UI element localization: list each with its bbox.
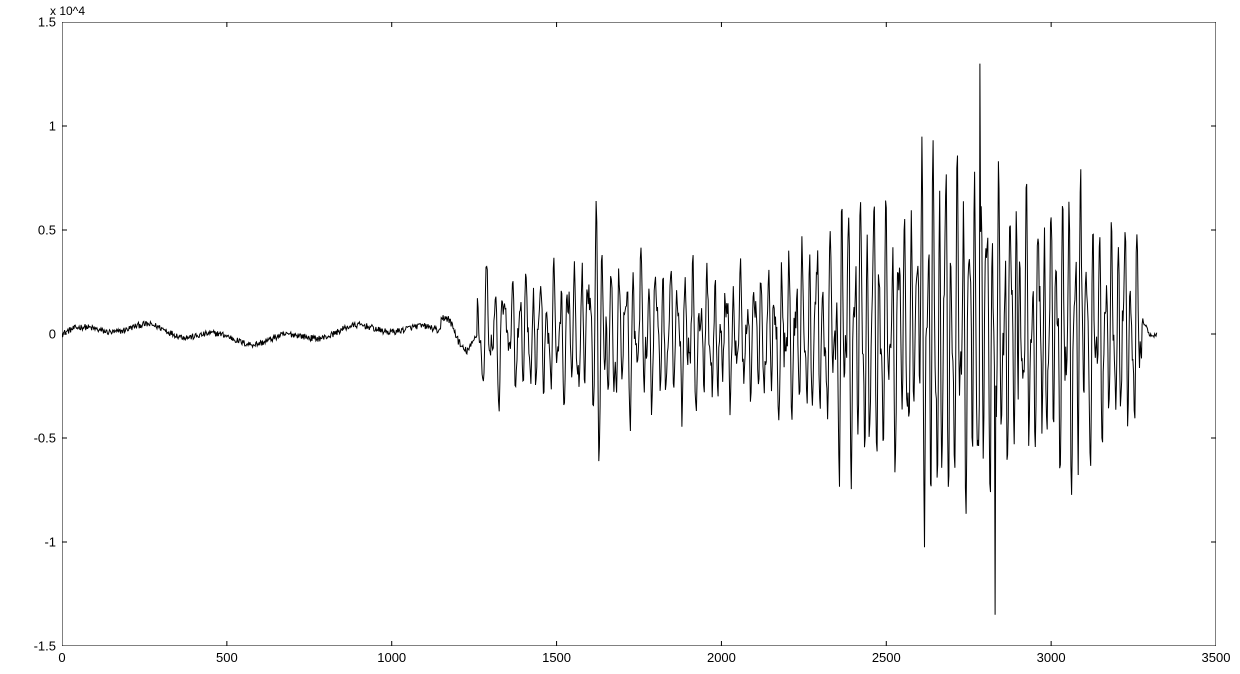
x-tick-label: 3500 xyxy=(1202,650,1231,665)
x-tick-label: 500 xyxy=(216,650,238,665)
x-tick-label: 1000 xyxy=(377,650,406,665)
y-tick-label: -1.5 xyxy=(22,639,56,654)
x-tick-label: 2500 xyxy=(872,650,901,665)
y-tick-label: 1 xyxy=(22,119,56,134)
x-tick-label: 1500 xyxy=(542,650,571,665)
x-tick-label: 2000 xyxy=(707,650,736,665)
y-tick-label: -1 xyxy=(22,535,56,550)
x-tick-label: 3000 xyxy=(1037,650,1066,665)
y-tick-label: -0.5 xyxy=(22,431,56,446)
y-tick-label: 0.5 xyxy=(22,223,56,238)
signal-line xyxy=(62,64,1157,615)
plot-area xyxy=(62,22,1216,646)
y-tick-label: 1.5 xyxy=(22,15,56,30)
signal-chart xyxy=(62,22,1216,646)
y-tick-label: 0 xyxy=(22,327,56,342)
figure: x 10^4 0500100015002000250030003500 -1.5… xyxy=(0,0,1240,674)
x-tick-label: 0 xyxy=(58,650,65,665)
